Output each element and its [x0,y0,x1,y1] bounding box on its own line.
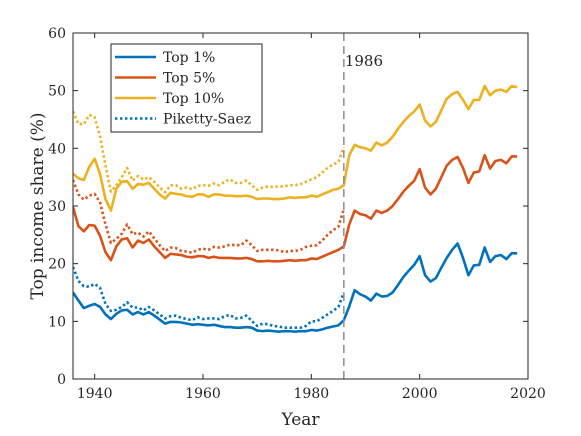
series-layer [73,84,518,334]
x-tick-label: 1940 [77,386,113,402]
series-line-top-5 [73,153,518,263]
y-axis-label: Top income share (%) [28,112,48,299]
y-axis: 0 10 20 30 40 50 60 [48,26,528,388]
x-tick-label: 2000 [402,386,438,402]
series-line-piketty-saez-dotted [73,266,346,329]
series-line-top-1 [73,242,518,334]
y-tick-label: 10 [48,314,66,330]
x-tick-label: 1980 [294,386,330,402]
series-line-top-10 [73,84,518,212]
legend-label-top-1: Top 1% [163,50,215,66]
series-line-series-6-dotted [73,110,346,194]
x-tick-label: 2020 [510,386,546,402]
annotation-1986: 1986 [345,52,383,70]
x-axis: 1940 1960 1980 2000 2020 [77,33,546,402]
legend: Top 1% Top 5% Top 10% Piketty-Saez [110,43,263,133]
x-tick-label: 1960 [185,386,221,402]
legend-label-piketty-saez: Piketty-Saez [163,112,251,128]
y-tick-label: 60 [48,26,66,42]
legend-label-top-10: Top 10% [163,91,224,107]
y-tick-label: 40 [48,141,66,157]
y-tick-label: 20 [48,257,66,273]
legend-label-top-5: Top 5% [163,71,215,87]
x-axis-label: Year [280,410,320,430]
y-tick-label: 50 [48,84,66,100]
y-tick-label: 0 [57,372,66,388]
series-line-series-5-dotted [73,179,346,255]
y-tick-label: 30 [48,199,66,215]
